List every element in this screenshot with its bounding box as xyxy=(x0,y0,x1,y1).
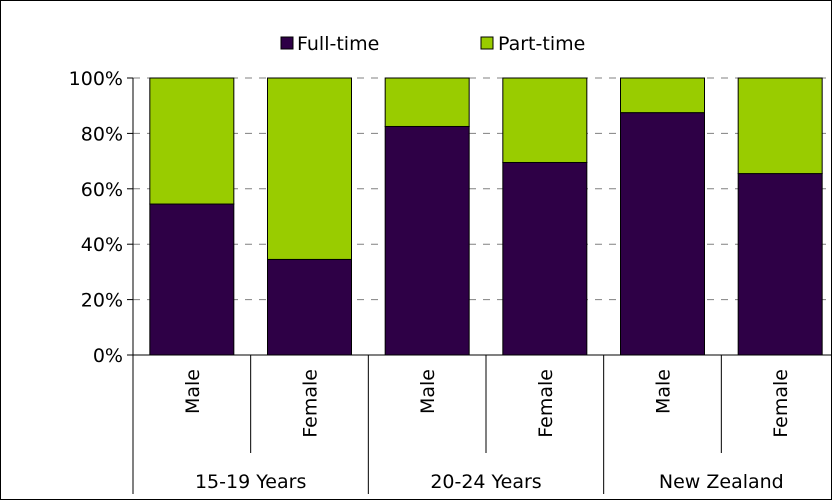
y-tick-label: 80% xyxy=(81,123,123,145)
group-label: 20-24 Years xyxy=(430,471,541,493)
y-tick-label: 20% xyxy=(81,290,123,312)
category-label: Female xyxy=(535,369,557,438)
y-tick-label: 100% xyxy=(69,68,123,90)
bar-segment-part-time xyxy=(502,77,588,163)
category-label: Male xyxy=(182,369,204,414)
category-label: Male xyxy=(653,369,675,414)
y-tick-label: 0% xyxy=(93,345,123,367)
bars xyxy=(149,77,823,356)
group-label: New Zealand xyxy=(659,471,784,493)
legend-swatch xyxy=(480,36,494,50)
bar-segment-full-time xyxy=(384,125,470,356)
legend-label: Full-time xyxy=(297,33,379,55)
bar-segment-part-time xyxy=(267,77,352,260)
bar-segment-full-time xyxy=(267,258,352,356)
bar-segment-part-time xyxy=(737,77,823,175)
gridlines xyxy=(133,77,832,301)
category-label: Female xyxy=(300,369,322,438)
bar-segment-part-time xyxy=(384,77,470,127)
bar-segment-full-time xyxy=(620,112,705,356)
bar-segment-part-time xyxy=(620,77,705,114)
category-label: Male xyxy=(417,369,439,414)
axes: 0% 20% 40% 60% 80% 100% Male Female Male Female Ma… xyxy=(69,68,832,494)
bar-segment-part-time xyxy=(149,77,235,205)
bar-segment-full-time xyxy=(149,203,235,356)
group-label: 15-19 Years xyxy=(195,471,306,493)
y-tick-label: 60% xyxy=(81,179,123,201)
legend-label: Part-time xyxy=(498,33,585,55)
bar-segment-full-time xyxy=(502,161,588,356)
category-label: Female xyxy=(770,369,792,438)
y-tick-label: 40% xyxy=(81,234,123,256)
legend-swatch xyxy=(280,36,294,50)
bar-segment-full-time xyxy=(737,173,823,356)
legend: Full-time Part-time xyxy=(280,33,585,55)
